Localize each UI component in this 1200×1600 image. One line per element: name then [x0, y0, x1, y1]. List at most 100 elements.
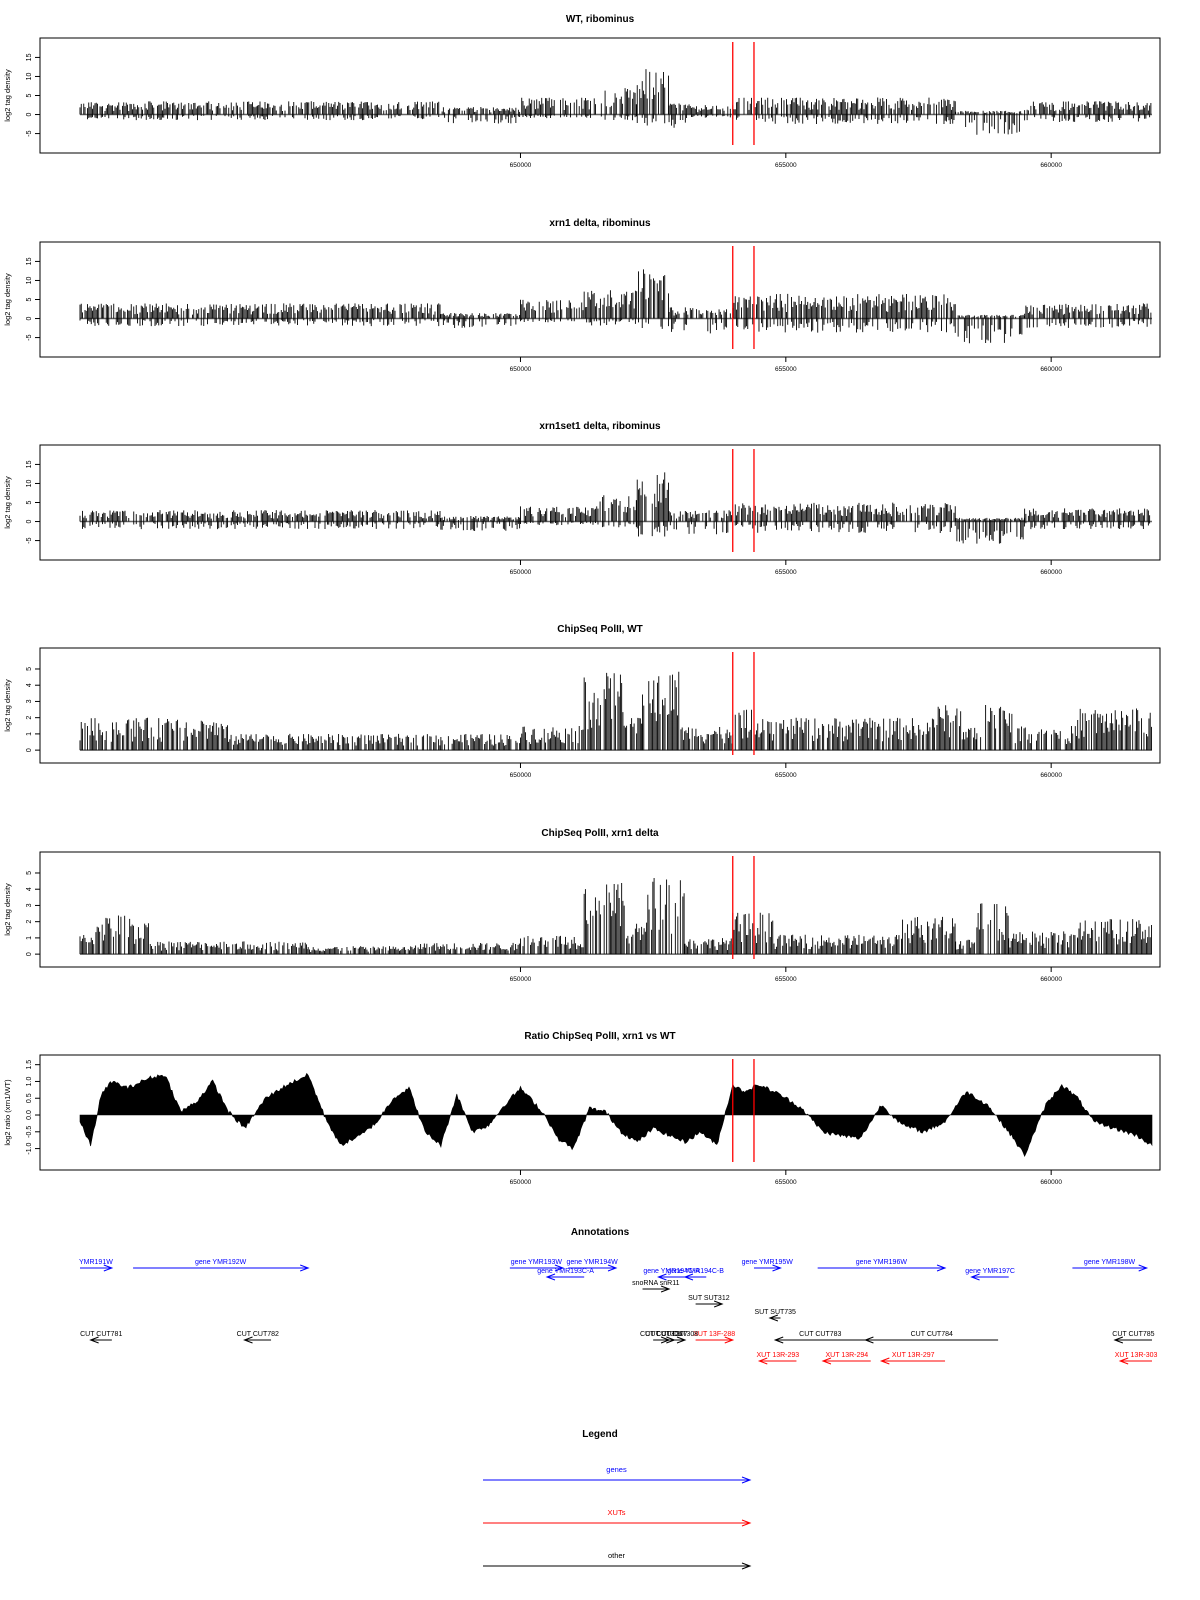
- x-tick-label: 655000: [775, 772, 797, 779]
- y-tick-label: 4: [26, 887, 33, 891]
- data-series: [79, 69, 1152, 135]
- genes-feature: gene YMR196W: [817, 1259, 947, 1272]
- arrowhead-icon: [660, 1285, 671, 1293]
- genes-label: gene YMR198W: [1084, 1259, 1136, 1266]
- x-tick-label: 655000: [775, 1179, 797, 1186]
- legend-item-label: other: [608, 1551, 626, 1560]
- y-axis-label: log2 tag density: [3, 883, 12, 936]
- genes-feature: YMR191W: [79, 1259, 114, 1272]
- genes-label: gene YMR193W: [511, 1259, 563, 1266]
- legend-item: other: [483, 1551, 752, 1570]
- xuts-feature: XUT 13R-303: [1115, 1352, 1158, 1365]
- legend: Legend genes XUTs other: [483, 1429, 752, 1570]
- y-tick-label: 3: [26, 903, 33, 907]
- genes-label: gene YMR195W: [742, 1259, 794, 1266]
- genes-label: gene YMR193C-A: [537, 1268, 594, 1275]
- xuts-label: XUT 13R-297: [892, 1352, 935, 1359]
- arrowhead-icon: [683, 1273, 694, 1281]
- other-feature: CUT CUT783: [773, 1331, 866, 1344]
- x-tick-label: 660000: [1040, 976, 1062, 983]
- other-label: CUT CUT782: [237, 1331, 279, 1338]
- y-tick-label: 15: [26, 460, 33, 468]
- xuts-feature: XUT 13F-288: [693, 1331, 735, 1344]
- y-axis: -5 0 5 10 15: [26, 257, 40, 341]
- y-tick-label: -5: [26, 537, 33, 543]
- y-tick-label: -5: [26, 130, 33, 136]
- y-axis: 0 1 2 3 4 5: [26, 667, 40, 752]
- plot-frame: [39, 647, 1161, 764]
- y-tick-label: -5: [26, 334, 33, 340]
- genes-label: gene YMR192W: [195, 1259, 247, 1266]
- y-tick-label: 0.0: [26, 1110, 33, 1120]
- x-tick-label: 650000: [510, 772, 532, 779]
- data-series: [79, 877, 1152, 955]
- arrowhead-icon: [103, 1264, 114, 1272]
- legend-title: Legend: [582, 1429, 618, 1440]
- arrowhead-icon: [724, 1336, 735, 1344]
- chart-title: ChipSeq PolII, xrn1 delta: [541, 828, 659, 839]
- chart-panel-3: xrn1set1 delta, ribominus -5 0 5 10 15 log2 ta…: [3, 421, 1161, 576]
- genes-label: YMR191W: [79, 1259, 113, 1266]
- y-tick-label: 2: [26, 920, 33, 924]
- y-tick-label: 0: [26, 112, 33, 116]
- other-label: SUT SUT735: [754, 1309, 796, 1316]
- other-feature: CUT CUT785: [1112, 1331, 1155, 1344]
- xuts-label: XUT 13R-303: [1115, 1352, 1158, 1359]
- y-tick-label: -0.5: [26, 1126, 33, 1138]
- other-feature: CUT CUT308: [656, 1331, 698, 1344]
- y-axis: -5 0 5 10 15: [26, 460, 40, 544]
- x-tick-label: 660000: [1040, 569, 1062, 576]
- other-label: CUT CUT308: [656, 1331, 698, 1338]
- arrowhead-icon: [741, 1562, 752, 1570]
- y-tick-label: 0: [26, 316, 33, 320]
- chart-title: WT, ribominus: [566, 14, 635, 25]
- arrowhead-icon: [1113, 1336, 1124, 1344]
- legend-item-label: XUTs: [608, 1508, 626, 1517]
- arrowhead-icon: [936, 1264, 947, 1272]
- arrowhead-icon: [554, 1264, 565, 1272]
- arrowhead-icon: [545, 1273, 556, 1281]
- arrowhead-icon: [607, 1264, 618, 1272]
- y-axis: -1.0 -0.5 0.0 0.5 1.0 1.5: [26, 1060, 40, 1155]
- arrowhead-icon: [300, 1264, 310, 1272]
- density-bars: [79, 269, 1152, 344]
- density-bars: [79, 69, 1152, 135]
- other-feature: snoRNA snR11: [632, 1280, 680, 1293]
- other-label: snoRNA snR11: [632, 1280, 679, 1287]
- y-tick-label: 1.5: [26, 1060, 33, 1070]
- legend-item: genes: [483, 1465, 752, 1484]
- annotations-track: Annotations YMR191W gene YMR192W gene YMR19…: [79, 1227, 1158, 1365]
- arrowhead-icon: [89, 1336, 99, 1344]
- data-series: [79, 472, 1152, 544]
- xuts-feature: XUT 13R-294: [821, 1352, 871, 1365]
- x-tick-label: 650000: [510, 569, 532, 576]
- y-axis-label: log2 tag density: [3, 273, 12, 326]
- y-tick-label: 0.5: [26, 1093, 33, 1103]
- arrowhead-icon: [773, 1336, 784, 1344]
- genes-label: gene YMR194W: [567, 1259, 619, 1266]
- y-tick-label: 15: [26, 53, 33, 61]
- x-tick-label: 655000: [775, 976, 797, 983]
- data-series: [79, 1072, 1153, 1157]
- arrowhead-icon: [657, 1273, 667, 1281]
- legend-item-label: genes: [606, 1465, 627, 1474]
- arrowhead-icon: [1118, 1357, 1129, 1365]
- other-label: CUT CUT307: [645, 1331, 687, 1338]
- arrowhead-icon: [864, 1336, 874, 1344]
- density-bars: [79, 472, 1151, 544]
- y-tick-label: 5: [26, 871, 33, 875]
- chart-panel-6: Ratio ChipSeq PolII, xrn1 vs WT -1.0 -0.5 0…: [3, 1031, 1161, 1186]
- y-tick-label: 10: [26, 479, 33, 487]
- y-tick-label: 0: [26, 519, 33, 523]
- x-tick-label: 650000: [510, 976, 532, 983]
- arrowhead-icon: [1138, 1264, 1149, 1272]
- genes-feature: gene YMR194C-B: [667, 1268, 724, 1281]
- other-feature: SUT SUT312: [688, 1295, 730, 1308]
- y-tick-label: 10: [26, 72, 33, 80]
- density-bars: [79, 877, 1152, 955]
- other-feature: CUT CUT784: [864, 1331, 999, 1344]
- y-tick-label: 10: [26, 276, 33, 284]
- arrowhead-icon: [768, 1314, 779, 1322]
- genes-label: gene YMR197C: [965, 1268, 1015, 1275]
